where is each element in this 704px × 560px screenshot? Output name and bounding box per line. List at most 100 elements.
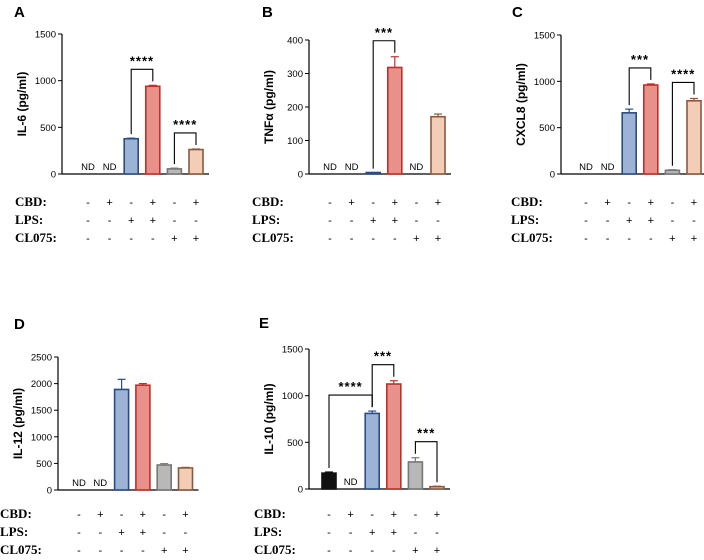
y-tick-label: 1500: [282, 345, 303, 356]
condition-sign: +: [118, 527, 124, 539]
nd-label: ND: [345, 162, 359, 173]
nd-label: ND: [103, 162, 117, 173]
condition-sign: -: [327, 527, 331, 539]
significance-stars: ***: [631, 52, 649, 67]
condition-sign: -: [350, 233, 354, 245]
y-tick-label: 500: [287, 438, 303, 449]
condition-sign: -: [120, 545, 124, 557]
panel-a: A 0 500 1000 1500 IL-6 (pg/ml) ND ND **** **** CBD…: [14, 4, 209, 245]
condition-sign: -: [328, 233, 332, 245]
y-tick-label: 1000: [35, 76, 56, 87]
condition-sign: -: [141, 545, 145, 557]
condition-sign: +: [392, 197, 398, 209]
y-tick-label: 0: [298, 170, 303, 181]
nd-label: ND: [344, 477, 358, 488]
significance-bracket: [372, 40, 396, 169]
significance-bracket: [628, 67, 652, 106]
y-axis-label: IL-6 (pg/ml): [15, 72, 29, 137]
panel-letter: A: [14, 4, 25, 21]
significance-stars: ****: [671, 66, 695, 81]
condition-sign: +: [604, 197, 610, 209]
condition-row-label: CBD:: [0, 506, 32, 521]
nd-label: ND: [410, 162, 424, 173]
y-tick-label: 400: [287, 36, 303, 47]
bar: [621, 112, 638, 175]
condition-row-label: CBD:: [252, 194, 284, 209]
condition-sign: +: [182, 509, 188, 521]
y-tick-label: 500: [36, 459, 52, 470]
condition-sign: -: [584, 197, 588, 209]
panel-letter: B: [262, 4, 273, 21]
condition-row-label: LPS:: [15, 212, 43, 227]
bar: [429, 485, 445, 490]
condition-sign: -: [98, 527, 102, 539]
significance-bracket: [371, 364, 395, 408]
condition-sign: -: [692, 215, 696, 227]
significance-stars: ****: [130, 53, 154, 68]
nd-label: ND: [72, 478, 86, 489]
significance-bracket: [130, 68, 154, 135]
y-axis-label: TNFα (pg/ml): [262, 70, 276, 144]
bar: [135, 384, 151, 491]
condition-sign: +: [128, 215, 134, 227]
condition-row-label: LPS:: [254, 524, 282, 539]
condition-row-label: CBD:: [254, 506, 286, 521]
y-tick-label: 2500: [31, 353, 52, 364]
condition-sign: -: [98, 545, 102, 557]
condition-sign: +: [434, 545, 440, 557]
condition-sign: -: [584, 233, 588, 245]
condition-sign: +: [370, 215, 376, 227]
y-tick-label: 1000: [282, 391, 303, 402]
y-axis-label: IL-10 (pg/ml): [262, 383, 276, 454]
bar: [407, 461, 424, 490]
significance-stars: ****: [338, 379, 362, 394]
condition-sign: +: [140, 527, 146, 539]
condition-sign: -: [86, 215, 90, 227]
condition-sign: -: [392, 545, 396, 557]
bar: [642, 84, 659, 175]
condition-sign: -: [415, 197, 419, 209]
condition-sign: -: [436, 215, 440, 227]
condition-row-label: CL075:: [511, 230, 553, 245]
condition-sign: +: [348, 197, 354, 209]
bar: [177, 467, 194, 491]
condition-sign: -: [350, 215, 354, 227]
condition-sign: +: [648, 215, 654, 227]
condition-row-label: LPS:: [252, 212, 280, 227]
condition-sign: +: [691, 197, 697, 209]
condition-sign: -: [327, 509, 331, 521]
condition-sign: -: [370, 509, 374, 521]
condition-sign: -: [371, 233, 375, 245]
nd-label: ND: [93, 478, 107, 489]
bar: [321, 472, 337, 490]
condition-sign: -: [162, 509, 166, 521]
condition-sign: +: [413, 233, 419, 245]
condition-sign: +: [97, 509, 103, 521]
condition-sign: -: [371, 197, 375, 209]
y-tick-label: 100: [287, 136, 303, 147]
condition-sign: -: [584, 215, 588, 227]
condition-sign: +: [435, 233, 441, 245]
condition-sign: -: [129, 233, 133, 245]
condition-sign: -: [671, 215, 675, 227]
condition-sign: +: [161, 545, 167, 557]
y-tick-label: 500: [539, 123, 555, 134]
bar: [166, 168, 183, 175]
condition-row-label: LPS:: [0, 524, 28, 539]
condition-sign: -: [194, 215, 198, 227]
condition-sign: +: [182, 545, 188, 557]
bar: [156, 464, 172, 491]
nd-label: ND: [579, 162, 593, 173]
condition-sign: -: [77, 509, 81, 521]
nd-label: ND: [323, 162, 337, 173]
bar: [123, 137, 139, 175]
significance-stars: ****: [173, 117, 197, 132]
condition-sign: -: [327, 545, 331, 557]
panel-b: B 0 100 200 300 400 TNFα (pg/ml) ND ND ND *** CBD: -…: [252, 4, 451, 245]
condition-sign: -: [120, 509, 124, 521]
condition-sign: -: [162, 527, 166, 539]
y-tick-label: 1500: [31, 406, 52, 417]
condition-sign: -: [415, 215, 419, 227]
condition-sign: +: [193, 197, 199, 209]
